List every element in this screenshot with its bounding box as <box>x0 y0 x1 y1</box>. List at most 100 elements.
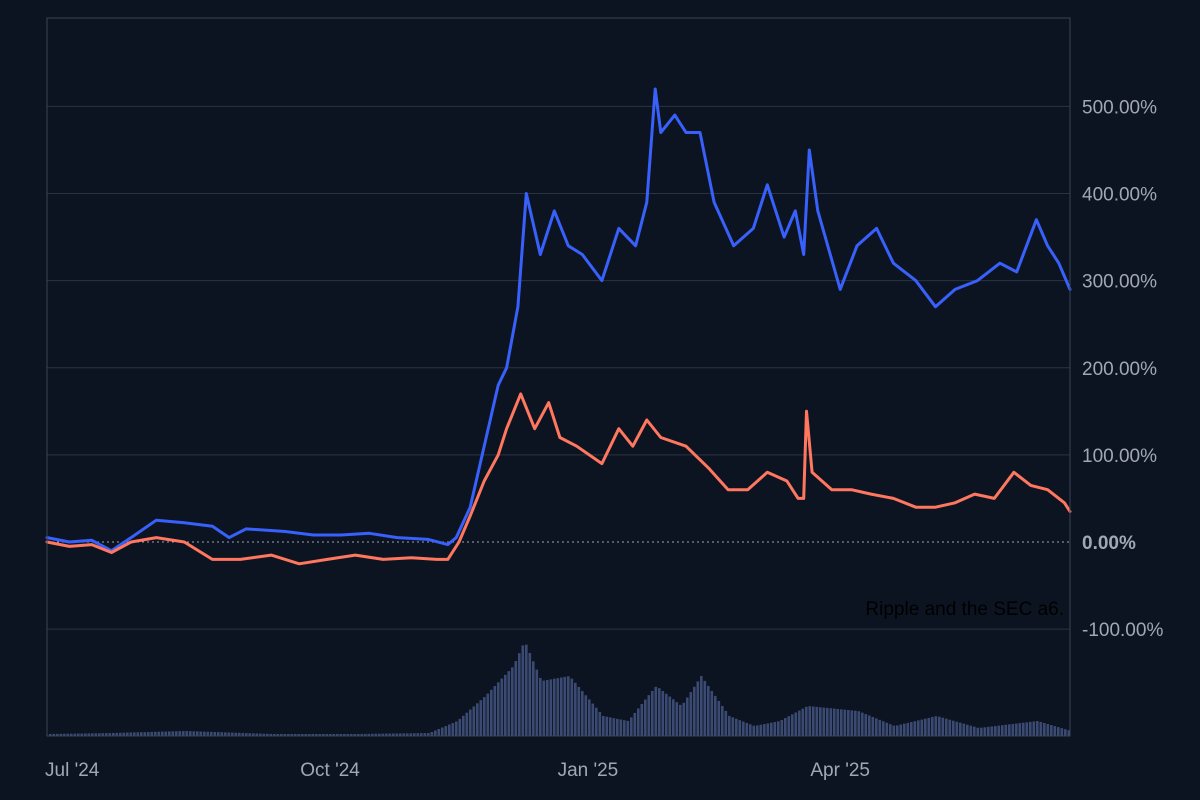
volume-bar <box>892 725 896 736</box>
volume-bar <box>770 722 773 736</box>
volume-bar <box>700 676 703 736</box>
volume-bar <box>836 708 840 736</box>
volume-bar <box>346 734 350 736</box>
volume-bar <box>556 678 560 736</box>
volume-bar <box>787 716 791 736</box>
volume-bar <box>294 734 297 736</box>
volume-bar <box>749 724 752 736</box>
volume-bar <box>931 717 934 736</box>
volume-bar <box>903 723 906 736</box>
volume-bar <box>724 710 728 736</box>
volume-bar <box>164 731 168 736</box>
volume-bar <box>997 725 1001 736</box>
volume-bar <box>980 727 983 736</box>
volume-bar <box>689 692 693 736</box>
volume-bar <box>1001 725 1004 736</box>
volume-bar <box>675 702 679 736</box>
volume-bar <box>885 722 889 736</box>
volume-bar <box>805 706 808 736</box>
volume-bar <box>84 733 87 736</box>
volume-bar <box>409 733 413 736</box>
volume-bar <box>1046 724 1050 736</box>
x-tick-label: Jul '24 <box>45 760 100 781</box>
volume-bar <box>269 733 273 736</box>
volume-bar <box>539 677 542 736</box>
volume-bar <box>983 727 987 736</box>
volume-bar <box>938 716 941 736</box>
volume-bar <box>1025 722 1029 736</box>
volume-bar <box>472 706 476 736</box>
volume-bar <box>518 653 521 736</box>
volume-bar <box>381 733 385 736</box>
volume-bar <box>406 733 409 736</box>
plot-frame <box>46 17 1071 737</box>
volume-bar <box>185 731 189 736</box>
volume-bar <box>976 727 980 736</box>
volume-bar <box>658 688 661 736</box>
volume-bar <box>1043 722 1046 736</box>
volume-bar <box>311 734 315 736</box>
volume-bar <box>231 732 234 736</box>
volume-bar <box>423 733 427 736</box>
volume-bar <box>703 680 707 736</box>
volume-bar <box>486 693 490 736</box>
volume-bar <box>962 723 966 736</box>
volume-bar <box>441 727 444 736</box>
series-lines <box>45 87 1072 566</box>
volume-bar <box>1067 730 1071 736</box>
volume-bar <box>234 732 238 736</box>
x-tick-label: Jan '25 <box>558 760 619 781</box>
volume-bar <box>427 733 430 736</box>
volume-bar <box>784 718 787 736</box>
volume-bar <box>378 733 381 736</box>
volume-bar <box>714 695 717 736</box>
volume-bar <box>1050 725 1053 736</box>
volume-bar <box>1064 729 1067 736</box>
volume-bar <box>959 722 962 736</box>
volume-bar <box>318 734 322 736</box>
volume-bar <box>52 733 56 736</box>
volume-bar <box>941 717 945 736</box>
volume-bar <box>336 734 339 736</box>
volume-bar <box>220 732 224 736</box>
volume-bar <box>388 733 392 736</box>
volume-bar <box>1039 721 1043 736</box>
volume-bar <box>644 699 647 736</box>
volume-bar <box>798 710 801 736</box>
volume-bar <box>549 679 553 736</box>
volume-bar <box>136 732 140 736</box>
volume-bar <box>395 733 399 736</box>
volume-bar <box>1004 724 1008 736</box>
volume-bar <box>175 731 178 736</box>
series-line-2 <box>45 392 1072 566</box>
volume-bar <box>756 725 759 736</box>
volume-bar <box>721 705 724 736</box>
volume-bar <box>868 715 871 736</box>
volume-bar <box>213 732 217 736</box>
volume-bar <box>829 708 833 736</box>
volume-bar <box>304 734 308 736</box>
volume-bar <box>777 721 780 736</box>
volume-bar <box>584 695 588 736</box>
volume-bar <box>742 721 745 736</box>
volume-bar <box>1011 723 1015 736</box>
volume-bar <box>511 667 514 736</box>
volume-bar <box>150 731 154 736</box>
volume-bar <box>899 724 903 736</box>
volume-bar <box>759 724 763 736</box>
volume-bar <box>262 733 266 736</box>
volume-bar <box>448 724 451 736</box>
volume-bar <box>955 721 959 736</box>
volume-bar <box>80 733 84 736</box>
volume-bar <box>672 699 675 736</box>
volume-bar <box>413 733 416 736</box>
volume-bar <box>574 682 577 736</box>
volume-bar <box>252 733 255 736</box>
volume-bar <box>56 733 59 736</box>
volume-bar <box>812 706 815 736</box>
x-tick-label: Apr '25 <box>810 760 870 781</box>
volume-bar <box>507 671 511 736</box>
volume-bar <box>917 720 920 736</box>
volume-bar <box>889 724 892 736</box>
volume-bar <box>1029 721 1032 736</box>
